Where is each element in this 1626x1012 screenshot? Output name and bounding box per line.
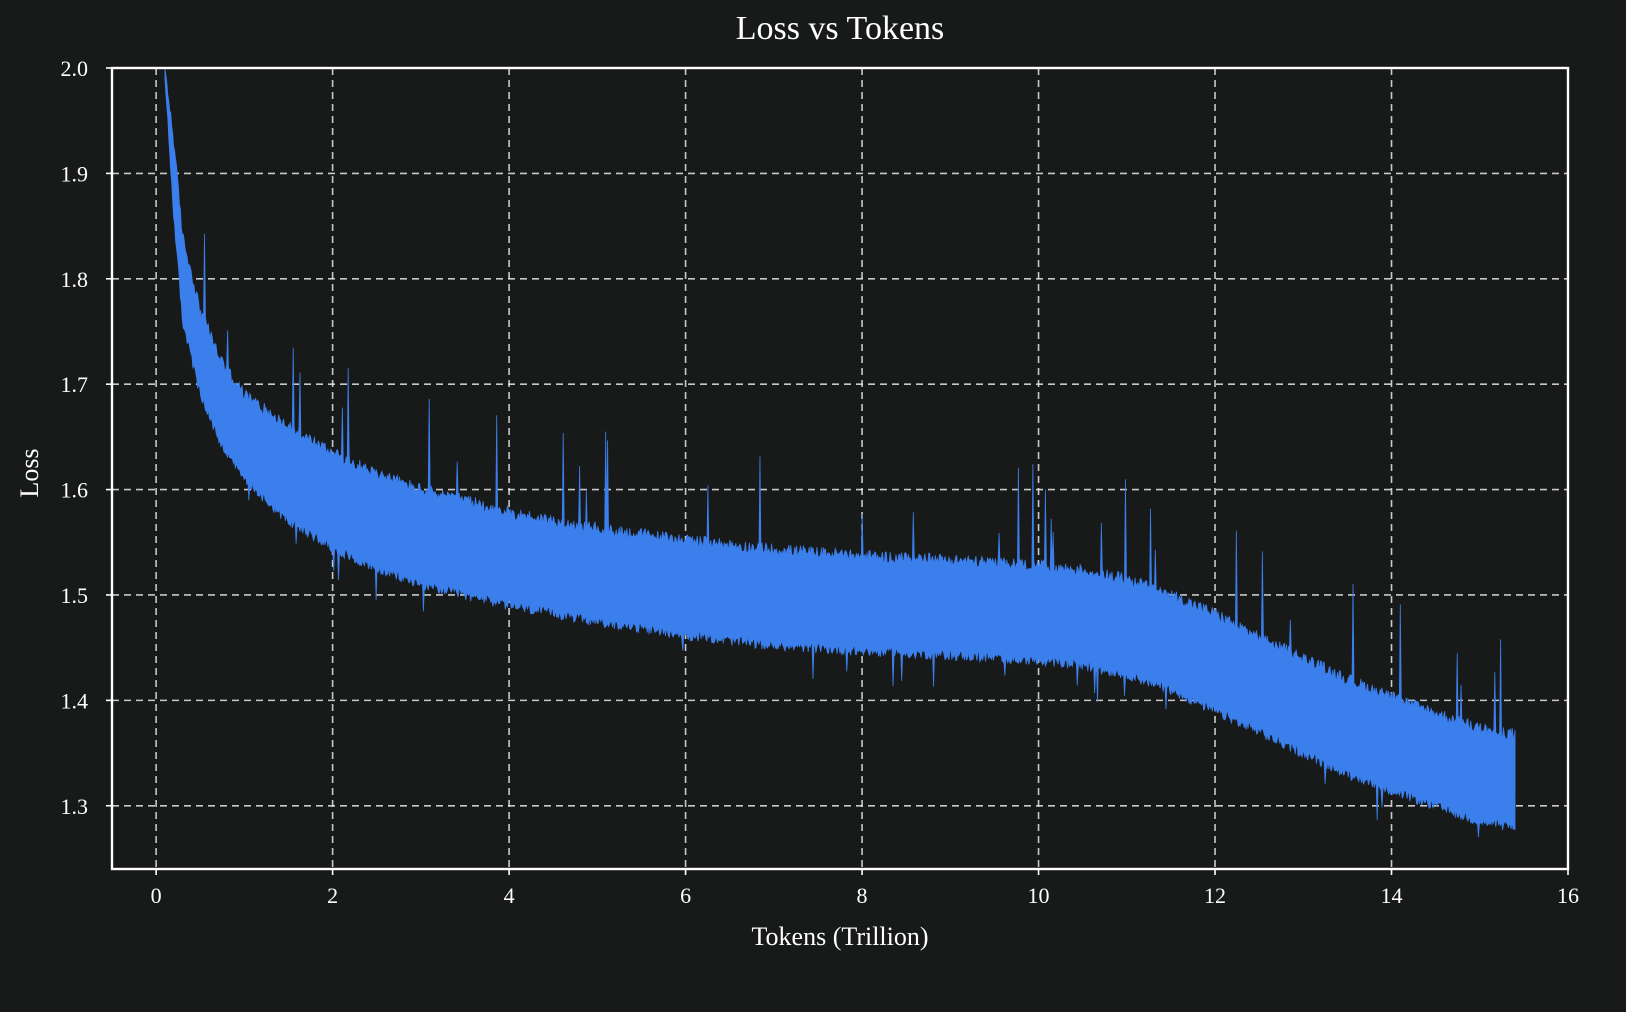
- y-tick-label: 1.8: [61, 267, 89, 292]
- y-tick-label: 2.0: [61, 56, 89, 81]
- loss-series-band: [164, 67, 1516, 838]
- tick-layer: 0 2 4 6 8 10 12 14 16 1.3 1.4 1.5 1.6 1.7 1.8 1.9 2.0: [61, 56, 1580, 908]
- x-tick-label: 0: [151, 883, 162, 908]
- y-tick-label: 1.9: [61, 161, 89, 186]
- y-tick-label: 1.5: [61, 583, 89, 608]
- chart-title: Loss vs Tokens: [736, 10, 945, 47]
- y-tick-label: 1.7: [61, 372, 89, 397]
- x-axis-label: Tokens (Trillion): [751, 922, 928, 951]
- x-tick-label: 4: [504, 883, 515, 908]
- x-tick-label: 8: [857, 883, 868, 908]
- y-tick-label: 1.3: [61, 794, 89, 819]
- y-tick-label: 1.6: [61, 478, 89, 503]
- x-tick-label: 14: [1381, 883, 1403, 908]
- x-tick-label: 2: [327, 883, 338, 908]
- plot-frame: [110, 66, 1570, 871]
- y-tick-label: 1.4: [61, 688, 89, 713]
- x-tick-label: 10: [1028, 883, 1050, 908]
- series-layer: [164, 67, 1516, 838]
- y-axis-label: Loss: [15, 448, 44, 497]
- x-tick-label: 12: [1204, 883, 1226, 908]
- x-tick-label: 16: [1557, 883, 1579, 908]
- x-tick-label: 6: [680, 883, 691, 908]
